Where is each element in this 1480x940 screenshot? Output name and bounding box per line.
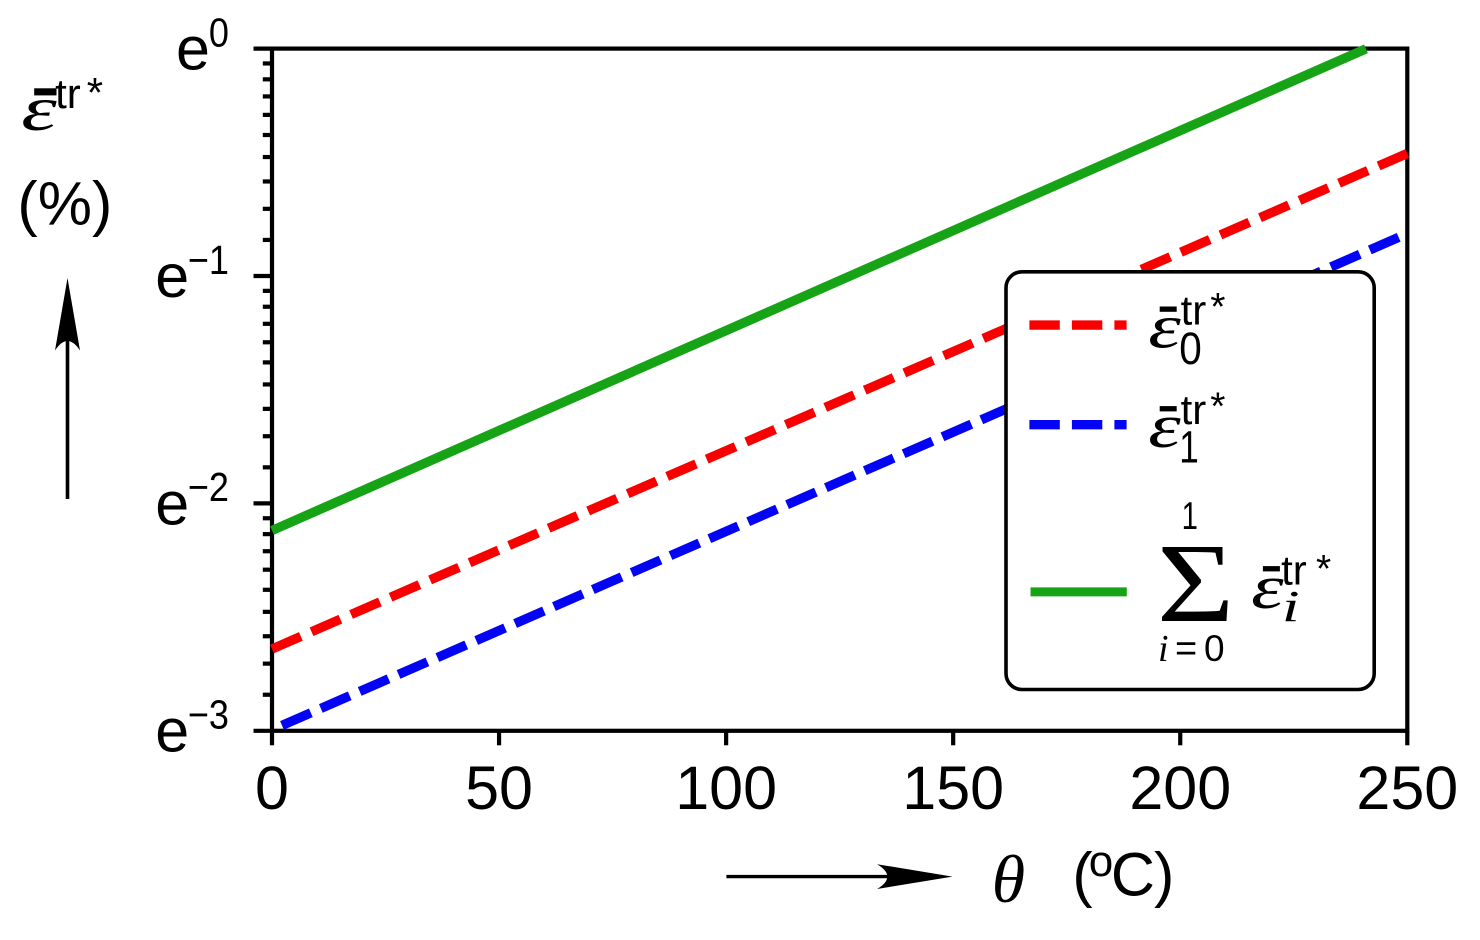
svg-text:1: 1 — [1179, 421, 1199, 472]
svg-text:−3: −3 — [188, 693, 229, 739]
svg-text:100: 100 — [675, 754, 777, 822]
svg-text:e: e — [176, 15, 210, 83]
svg-text:*: * — [1316, 548, 1331, 591]
svg-text:−2: −2 — [188, 465, 229, 511]
svg-text:e: e — [155, 242, 189, 310]
svg-text:tr: tr — [1181, 287, 1207, 334]
svg-text:e: e — [155, 469, 189, 537]
svg-text:1: 1 — [1182, 495, 1198, 538]
svg-text:0: 0 — [255, 754, 289, 822]
svg-text:(%): (%) — [17, 170, 112, 238]
svg-text:θ: θ — [992, 841, 1025, 917]
svg-text:(: ( — [1072, 840, 1092, 908]
svg-text:*: * — [1210, 286, 1225, 329]
svg-text:*: * — [1210, 386, 1225, 429]
svg-text:i: i — [1282, 582, 1300, 631]
svg-text:): ) — [1154, 840, 1174, 908]
svg-text:0: 0 — [209, 10, 229, 56]
svg-text:=: = — [1175, 628, 1197, 670]
svg-text:tr: tr — [1281, 547, 1307, 594]
svg-text:tr: tr — [55, 70, 81, 117]
svg-text:0: 0 — [1179, 324, 1202, 374]
svg-text:−1: −1 — [188, 238, 229, 284]
svg-text:ε: ε — [1148, 392, 1181, 461]
svg-text:tr: tr — [1181, 386, 1207, 433]
svg-text:250: 250 — [1356, 754, 1458, 822]
svg-text:ε: ε — [1148, 292, 1181, 361]
svg-text:o: o — [1089, 837, 1113, 886]
svg-text:150: 150 — [902, 754, 1004, 822]
svg-text:C: C — [1111, 840, 1155, 908]
svg-text:0: 0 — [1204, 628, 1225, 669]
svg-text:ε: ε — [1251, 553, 1284, 622]
svg-text:ε: ε — [21, 74, 57, 144]
svg-text:e: e — [155, 697, 189, 765]
svg-text:*: * — [87, 69, 103, 116]
svg-text:i: i — [1158, 628, 1169, 670]
svg-text:Σ: Σ — [1157, 520, 1235, 645]
svg-text:50: 50 — [465, 754, 533, 822]
svg-text:200: 200 — [1129, 754, 1231, 822]
